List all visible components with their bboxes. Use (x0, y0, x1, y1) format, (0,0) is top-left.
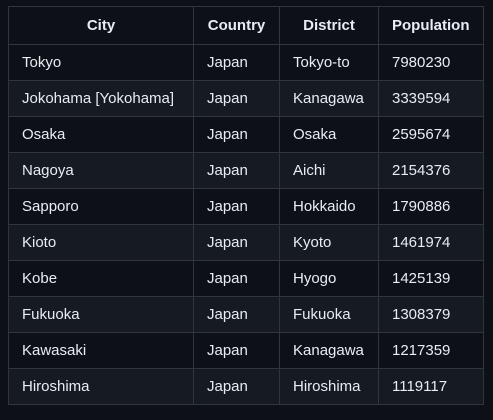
table-body: Tokyo Japan Tokyo-to 7980230 Jokohama [Y… (8, 44, 484, 405)
cell-country: Japan (193, 80, 280, 117)
table-row: Sapporo Japan Hokkaido 1790886 (8, 188, 484, 225)
cell-country: Japan (193, 44, 280, 81)
table-row: Hiroshima Japan Hiroshima 1119117 (8, 368, 484, 405)
cell-city: Kobe (8, 260, 194, 297)
cell-city: Jokohama [Yokohama] (8, 80, 194, 117)
cell-city: Sapporo (8, 188, 194, 225)
cell-city: Osaka (8, 116, 194, 153)
cell-district: Kyoto (279, 224, 379, 261)
cell-country: Japan (193, 368, 280, 405)
cell-district: Kanagawa (279, 332, 379, 369)
cell-district: Hokkaido (279, 188, 379, 225)
results-table: City Country District Population Tokyo J… (8, 6, 484, 405)
cell-city: Hiroshima (8, 368, 194, 405)
column-header-population: Population (378, 6, 484, 45)
cell-population: 7980230 (378, 44, 484, 81)
cell-district: Aichi (279, 152, 379, 189)
cell-population: 3339594 (378, 80, 484, 117)
cell-city: Tokyo (8, 44, 194, 81)
cell-population: 1308379 (378, 296, 484, 333)
cell-country: Japan (193, 116, 280, 153)
cell-population: 2154376 (378, 152, 484, 189)
table-row: Kawasaki Japan Kanagawa 1217359 (8, 332, 484, 369)
cell-district: Osaka (279, 116, 379, 153)
cell-population: 1119117 (378, 368, 484, 405)
cell-district: Fukuoka (279, 296, 379, 333)
cell-district: Hyogo (279, 260, 379, 297)
cell-city: Kawasaki (8, 332, 194, 369)
table-header: City Country District Population (8, 6, 484, 45)
cell-country: Japan (193, 260, 280, 297)
table-row: Fukuoka Japan Fukuoka 1308379 (8, 296, 484, 333)
cell-population: 1461974 (378, 224, 484, 261)
table-row: Tokyo Japan Tokyo-to 7980230 (8, 44, 484, 81)
column-header-country: Country (193, 6, 280, 45)
cell-city: Kioto (8, 224, 194, 261)
results-table-container: City Country District Population Tokyo J… (8, 6, 484, 405)
column-header-district: District (279, 6, 379, 45)
table-row: Kobe Japan Hyogo 1425139 (8, 260, 484, 297)
cell-population: 1790886 (378, 188, 484, 225)
table-row: Jokohama [Yokohama] Japan Kanagawa 33395… (8, 80, 484, 117)
header-row: City Country District Population (8, 6, 484, 45)
cell-district: Hiroshima (279, 368, 379, 405)
cell-population: 1217359 (378, 332, 484, 369)
cell-country: Japan (193, 332, 280, 369)
cell-population: 2595674 (378, 116, 484, 153)
cell-country: Japan (193, 188, 280, 225)
cell-country: Japan (193, 296, 280, 333)
cell-district: Kanagawa (279, 80, 379, 117)
table-row: Nagoya Japan Aichi 2154376 (8, 152, 484, 189)
cell-country: Japan (193, 152, 280, 189)
cell-city: Nagoya (8, 152, 194, 189)
table-row: Kioto Japan Kyoto 1461974 (8, 224, 484, 261)
cell-district: Tokyo-to (279, 44, 379, 81)
cell-city: Fukuoka (8, 296, 194, 333)
cell-population: 1425139 (378, 260, 484, 297)
cell-country: Japan (193, 224, 280, 261)
column-header-city: City (8, 6, 194, 45)
table-row: Osaka Japan Osaka 2595674 (8, 116, 484, 153)
